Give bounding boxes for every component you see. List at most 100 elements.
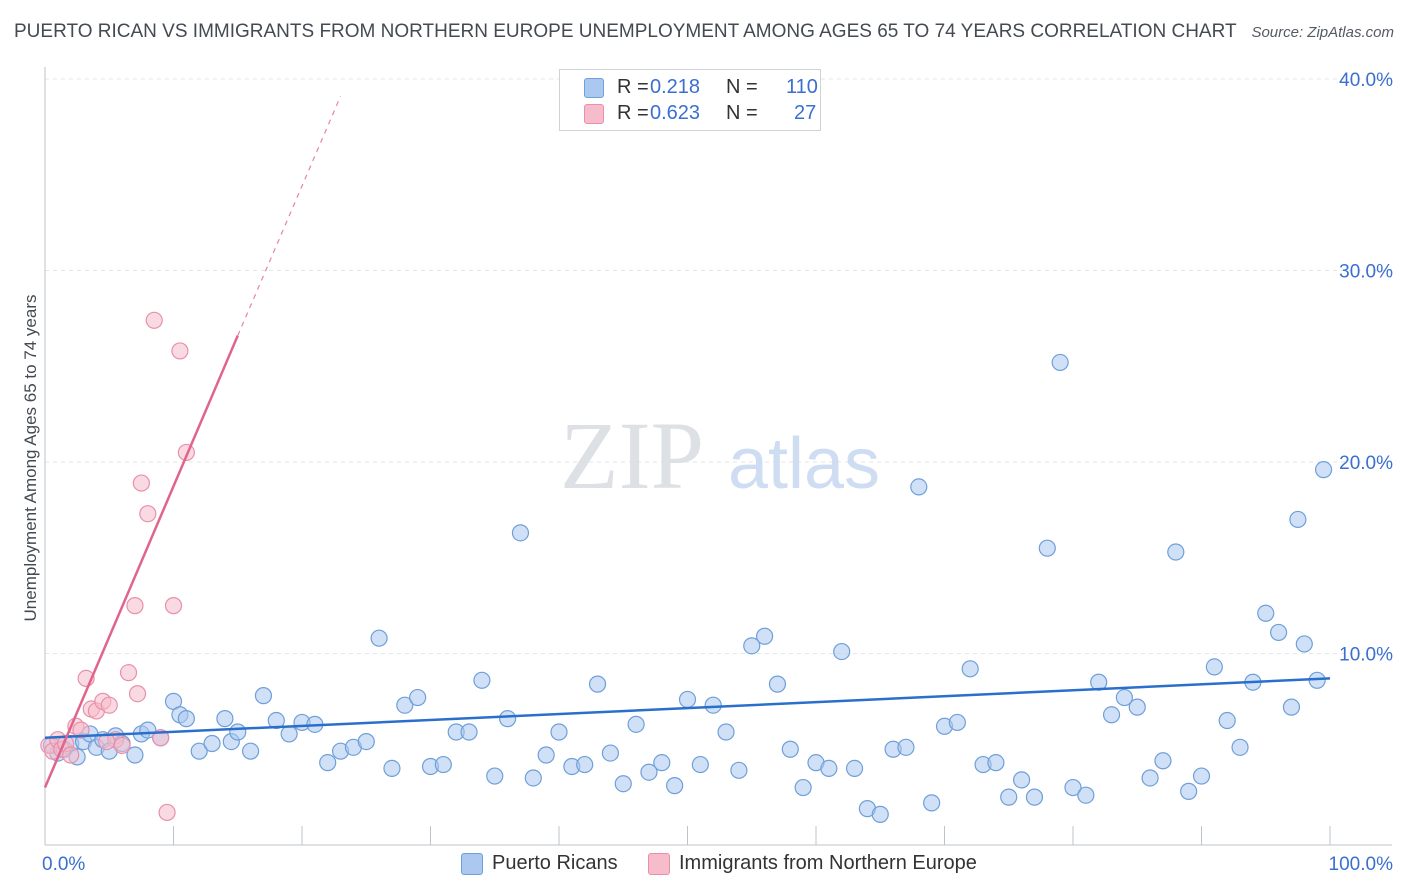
data-point-puerto-ricans <box>1102 706 1121 724</box>
watermark-atlas: atlas <box>728 424 880 504</box>
data-point-puerto-ricans <box>730 761 748 779</box>
data-point-puerto-ricans <box>1051 353 1069 372</box>
data-point-puerto-ricans <box>357 732 375 751</box>
data-point-northern-europe <box>62 746 80 764</box>
data-point-puerto-ricans <box>1205 658 1223 676</box>
y-tick-label: 30.0% <box>1339 262 1393 283</box>
data-point-northern-europe <box>119 664 138 682</box>
data-point-puerto-ricans <box>1064 778 1082 797</box>
data-point-puerto-ricans <box>627 715 645 733</box>
data-point-puerto-ricans <box>910 478 928 496</box>
legend-swatch-pink <box>584 104 604 124</box>
data-point-northern-europe <box>145 311 163 329</box>
data-point-northern-europe <box>126 597 144 615</box>
bottom-legend-label: Immigrants from Northern Europe <box>679 852 977 874</box>
data-point-northern-europe <box>132 474 150 492</box>
data-point-puerto-ricans <box>1295 635 1313 653</box>
data-point-puerto-ricans <box>126 746 144 764</box>
data-point-puerto-ricans <box>550 723 568 741</box>
data-point-puerto-ricans <box>961 660 979 678</box>
data-point-puerto-ricans <box>1141 769 1159 787</box>
data-point-puerto-ricans <box>781 740 799 758</box>
bottom-legend-swatch-pink <box>648 853 670 875</box>
data-point-puerto-ricans <box>242 742 260 760</box>
data-point-puerto-ricans <box>1218 711 1236 730</box>
data-point-puerto-ricans <box>704 696 722 714</box>
legend-r-value: 0.218 <box>650 76 701 98</box>
data-point-puerto-ricans <box>1000 788 1018 806</box>
data-point-puerto-ricans <box>1025 788 1044 806</box>
legend-r-label: R = <box>617 76 649 98</box>
data-point-puerto-ricans <box>254 687 273 705</box>
data-point-northern-europe <box>98 732 116 751</box>
data-point-puerto-ricans <box>383 759 401 778</box>
data-point-puerto-ricans <box>768 675 787 693</box>
bottom-legend-swatch-blue <box>461 853 483 875</box>
data-point-puerto-ricans <box>1038 539 1056 557</box>
legend-n-label: N = <box>726 76 758 98</box>
source-credit: Source: ZipAtlas.com <box>1251 24 1394 41</box>
data-point-northern-europe <box>164 597 183 615</box>
x-tick-label: 100.0% <box>1329 854 1394 875</box>
data-point-puerto-ricans <box>537 746 555 764</box>
data-point-puerto-ricans <box>948 713 966 732</box>
y-tick-label: 40.0% <box>1339 70 1393 91</box>
legend-n-value: 110 <box>786 76 818 98</box>
trendline-puerto-ricans <box>44 677 1331 740</box>
data-point-puerto-ricans <box>640 763 658 781</box>
trendline-northern-europe <box>43 335 239 789</box>
data-point-puerto-ricans <box>203 734 221 753</box>
trendline-northern-europe-extension <box>237 95 342 336</box>
x-tick-label: 0.0% <box>42 854 85 875</box>
data-point-northern-europe <box>72 721 90 739</box>
data-point-northern-europe <box>128 685 147 703</box>
data-point-puerto-ricans <box>1257 604 1275 622</box>
data-point-puerto-ricans <box>691 755 709 774</box>
data-point-puerto-ricans <box>460 723 478 741</box>
data-point-puerto-ricans <box>319 754 337 772</box>
bottom-legend-label: Puerto Ricans <box>492 852 618 874</box>
data-point-puerto-ricans <box>845 759 864 778</box>
data-point-puerto-ricans <box>177 710 195 728</box>
data-point-puerto-ricans <box>794 778 812 797</box>
legend-n-label: N = <box>726 102 758 124</box>
data-point-puerto-ricans <box>678 690 697 709</box>
data-point-puerto-ricans <box>576 755 594 774</box>
data-point-puerto-ricans <box>370 629 388 647</box>
data-point-puerto-ricans <box>1282 698 1301 716</box>
legend-n-value: 27 <box>794 102 817 124</box>
data-point-puerto-ricans <box>1154 752 1172 770</box>
data-point-northern-europe <box>171 342 189 360</box>
data-point-puerto-ricans <box>717 723 735 741</box>
data-point-puerto-ricans <box>1128 698 1146 716</box>
legend-swatch-blue <box>584 78 604 98</box>
data-point-puerto-ricans <box>755 627 774 645</box>
data-point-puerto-ricans <box>588 675 607 693</box>
data-point-puerto-ricans <box>601 744 620 762</box>
data-point-northern-europe <box>100 696 118 714</box>
data-point-puerto-ricans <box>666 777 684 795</box>
data-point-puerto-ricans <box>216 710 234 728</box>
data-point-puerto-ricans <box>229 723 247 741</box>
y-axis-label: Unemployment Among Ages 65 to 74 years <box>21 295 40 622</box>
data-point-puerto-ricans <box>653 754 671 772</box>
data-point-puerto-ricans <box>614 775 632 793</box>
data-point-puerto-ricans <box>1012 771 1031 789</box>
data-point-puerto-ricans <box>511 524 530 542</box>
data-point-puerto-ricans <box>1115 688 1134 707</box>
data-point-puerto-ricans <box>434 755 452 774</box>
data-point-puerto-ricans <box>820 759 838 778</box>
data-point-puerto-ricans <box>473 671 491 689</box>
data-point-puerto-ricans <box>524 769 542 787</box>
data-point-puerto-ricans <box>1077 786 1095 804</box>
legend-r-value: 0.623 <box>650 102 701 124</box>
legend-r-label: R = <box>617 102 649 124</box>
data-point-puerto-ricans <box>499 710 517 728</box>
data-point-northern-europe <box>158 803 176 822</box>
data-point-puerto-ricans <box>987 754 1005 772</box>
data-point-puerto-ricans <box>871 805 889 823</box>
data-point-northern-europe <box>139 505 157 523</box>
data-point-puerto-ricans <box>1314 461 1333 479</box>
data-point-puerto-ricans <box>280 725 298 743</box>
